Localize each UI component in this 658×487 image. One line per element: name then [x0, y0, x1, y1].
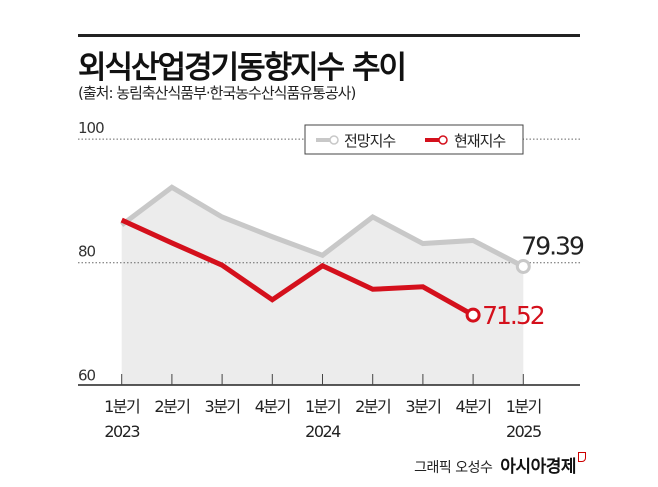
legend-current-marker	[438, 135, 448, 145]
x-tick-label: 4분기	[456, 397, 491, 416]
x-tick-label: 2분기	[355, 397, 390, 416]
x-tick-label: 1분기	[305, 397, 340, 416]
x-tick-label: 3분기	[405, 397, 440, 416]
credit-author: 그래픽 오성수	[414, 460, 493, 476]
credit: 그래픽 오성수 아시아경제	[414, 452, 586, 477]
year-label: 2024	[305, 422, 341, 441]
y-tick-label: 100	[78, 119, 104, 137]
x-tick-label: 4분기	[255, 397, 290, 416]
chart-title: 외식산업경기동향지수 추이	[78, 50, 407, 86]
chart-source: (출처: 농림축산식품부·한국농수산식품유통공사)	[78, 84, 356, 102]
legend-outlook-marker	[329, 135, 339, 145]
x-tick-label: 1분기	[506, 397, 541, 416]
current-line	[120, 217, 475, 318]
legend-current-label: 현재지수	[454, 132, 505, 150]
year-label: 2023	[104, 422, 139, 441]
y-tick-label: 60	[78, 366, 96, 384]
x-tick-label: 3분기	[205, 397, 240, 416]
brand-logo: 아시아경제	[500, 457, 576, 477]
y-tick-label: 80	[78, 243, 96, 261]
brand-mark-icon	[578, 452, 586, 462]
legend-outlook-label: 전망지수	[344, 132, 395, 150]
top-rule	[78, 34, 580, 37]
current-end-label: 71.52	[482, 301, 544, 330]
x-tick-label: 1분기	[104, 397, 139, 416]
outlook-end-marker	[515, 258, 531, 274]
outlook-end-label: 79.39	[521, 231, 584, 260]
year-label: 2025	[506, 422, 541, 441]
outlook-area	[121, 187, 524, 385]
current-end-marker	[465, 307, 481, 323]
x-tick-label: 2분기	[154, 397, 189, 416]
legend	[304, 124, 524, 155]
